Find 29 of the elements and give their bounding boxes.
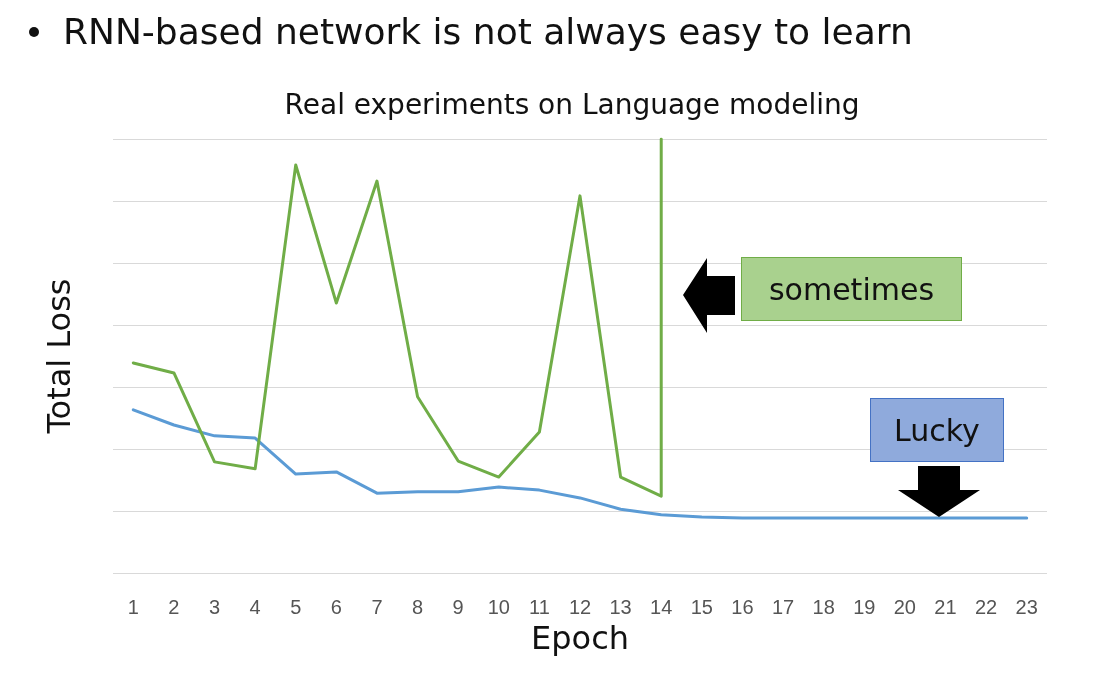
chart-title: RNN-based network is not always easy to learn: [63, 10, 913, 52]
x-tick-label: 17: [771, 596, 795, 618]
x-tick-label: 21: [934, 596, 957, 618]
x-tick-label: 1: [127, 596, 139, 618]
x-tick-label: 16: [731, 596, 754, 618]
y-axis-title: Total Loss: [40, 278, 78, 435]
x-tick-label: 18: [812, 596, 835, 618]
annotation: sometimes: [741, 257, 962, 321]
x-tick-label: 13: [609, 596, 632, 618]
x-tick-label: 7: [371, 596, 383, 618]
x-tick-label: 9: [452, 596, 464, 618]
chart-subtitle: Real experiments on Language modeling: [284, 87, 860, 121]
x-axis-title: Epoch: [531, 618, 629, 657]
x-tick-label: 6: [330, 596, 342, 618]
x-tick-label: 12: [568, 596, 592, 618]
x-tick-label: 15: [690, 596, 713, 618]
x-tick-label: 20: [893, 596, 916, 618]
x-tick-label: 23: [1015, 596, 1038, 618]
x-tick-label: 2: [168, 596, 180, 618]
x-tick-label: 14: [650, 596, 673, 618]
annotation: Lucky: [870, 398, 1004, 462]
x-tick-label: 8: [412, 596, 424, 618]
x-tick-label: 22: [974, 596, 998, 618]
x-tick-label: 19: [853, 596, 876, 618]
x-tick-label: 4: [249, 596, 261, 618]
x-tick-label: 3: [208, 596, 221, 618]
x-tick-label: 11: [529, 596, 550, 618]
x-tick-label: 10: [487, 596, 510, 618]
x-tick-label: 5: [290, 596, 302, 618]
